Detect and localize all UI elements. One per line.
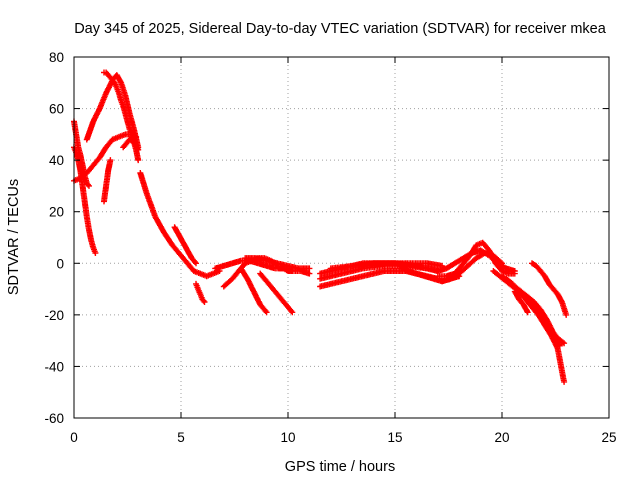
data-series-arc-8 <box>137 170 223 280</box>
x-axis-label: GPS time / hours <box>285 459 395 475</box>
data-series-arc-27 <box>511 288 531 316</box>
y-axis-label: SDTVAR / TECUs <box>6 179 22 295</box>
data-series-arc-10 <box>193 280 208 305</box>
chart-title: Day 345 of 2025, Sidereal Day-to-day VTE… <box>74 21 607 37</box>
y-tick-label: 40 <box>49 153 64 168</box>
x-tick-label: 25 <box>601 430 616 445</box>
data-series-arc-14 <box>257 270 296 316</box>
y-tick-label: -40 <box>44 359 64 374</box>
y-tick-label: 80 <box>49 50 64 65</box>
y-tick-label: 0 <box>56 256 64 271</box>
x-tick-label: 15 <box>387 430 402 445</box>
data-series-arc-9 <box>171 224 199 267</box>
data-series-arc-15 <box>242 255 313 272</box>
data-series-arc-28 <box>529 260 570 318</box>
y-tick-label: 20 <box>49 205 64 220</box>
data-series-arc-7 <box>120 136 142 153</box>
data-series-arc-13 <box>237 265 270 316</box>
data-series-arc-26 <box>503 275 568 347</box>
y-tick-label: 60 <box>49 102 64 117</box>
data-series-arc-6 <box>101 157 114 205</box>
y-axis-ticks: -60 -40 -20 0 20 40 60 80 <box>44 50 609 426</box>
grid-lines <box>74 57 609 418</box>
x-tick-label: 5 <box>177 430 185 445</box>
x-tick-label: 10 <box>280 430 295 445</box>
y-tick-label: -60 <box>44 411 64 426</box>
x-tick-label: 20 <box>494 430 509 445</box>
x-tick-label: 0 <box>70 430 78 445</box>
x-axis-ticks: 0 5 10 15 20 25 <box>70 57 617 445</box>
data-marks <box>71 69 570 385</box>
plot-frame <box>73 56 610 419</box>
y-tick-label: -20 <box>44 308 64 323</box>
data-series-arc-23 <box>439 250 505 285</box>
data-series-arc-19 <box>327 260 441 274</box>
